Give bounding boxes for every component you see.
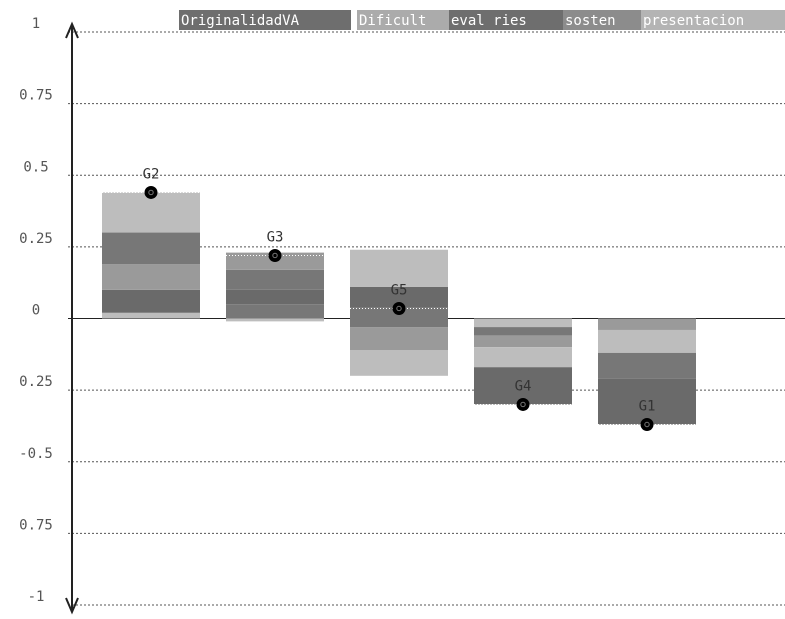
legend-label: eval ries xyxy=(451,13,527,29)
bar-segment xyxy=(350,249,448,287)
score-point-ring xyxy=(148,189,154,196)
bar-segment xyxy=(226,318,324,322)
bar-segment xyxy=(474,335,572,348)
group-label: G4 xyxy=(515,378,532,394)
legend-swatch xyxy=(641,10,785,30)
legend-swatch xyxy=(449,10,567,30)
y-tick-label: 1 xyxy=(32,16,40,32)
bar-segment xyxy=(474,347,572,368)
group-label: G5 xyxy=(391,282,408,298)
bar-segment xyxy=(598,318,696,330)
bar-segment xyxy=(598,352,696,379)
bar-segment xyxy=(102,289,200,313)
score-point xyxy=(392,301,406,315)
bar-segment xyxy=(102,312,200,319)
legend-swatch xyxy=(357,10,453,30)
bar-segment xyxy=(598,329,696,353)
bar-segment xyxy=(350,327,448,351)
bar-segment xyxy=(102,264,200,290)
score-point xyxy=(516,397,530,411)
y-axis-arrow-down xyxy=(65,597,79,615)
group-label: G3 xyxy=(267,229,284,245)
bar-segment xyxy=(598,378,696,425)
legend-label: sosten xyxy=(565,13,616,29)
axis-layer: 1 0.75 0.5 0.25 0 0.25 -0.5 0.75 -1 xyxy=(19,16,79,615)
score-point xyxy=(640,418,654,432)
legend-label: OriginalidadVA xyxy=(181,13,300,29)
score-point-ring xyxy=(644,421,650,428)
bar-segment xyxy=(474,318,572,328)
legend-swatch xyxy=(563,10,645,30)
bar-segment xyxy=(102,192,200,233)
y-tick-label: 0.25 xyxy=(19,374,53,390)
score-point xyxy=(268,248,282,262)
y-tick-label: 0 xyxy=(32,303,40,319)
score-point-ring xyxy=(396,305,402,312)
bar-segment xyxy=(102,232,200,265)
bar-segment xyxy=(226,304,324,319)
score-point-ring xyxy=(520,401,526,408)
bar-segment xyxy=(350,307,448,328)
points-layer: G2 G3 G5 G4 G1 xyxy=(102,166,696,432)
legend-swatch xyxy=(179,10,351,30)
group-label: G1 xyxy=(639,399,656,415)
score-point xyxy=(144,185,158,199)
bars-layer xyxy=(102,192,696,425)
bar-segment xyxy=(350,286,448,308)
y-tick-label: 0.5 xyxy=(23,159,48,175)
score-point-ring xyxy=(272,252,278,259)
group-label: G2 xyxy=(143,166,160,182)
legend-label: presentacion xyxy=(643,13,744,29)
bar-segment xyxy=(350,350,448,376)
y-tick-label: 0.25 xyxy=(19,231,53,247)
legend: OriginalidadVA Dificult eval ries sosten pre… xyxy=(179,10,785,30)
y-tick-label: -0.5 xyxy=(19,446,53,462)
y-axis-arrow-up xyxy=(65,21,79,39)
bar-segment xyxy=(226,289,324,305)
y-tick-label: 0.75 xyxy=(19,88,53,104)
y-tick-label: -1 xyxy=(28,589,45,605)
y-tick-label: 0.75 xyxy=(19,517,53,533)
bar-segment xyxy=(226,269,324,290)
bar-segment xyxy=(474,327,572,336)
legend-label: Dificult xyxy=(359,13,426,29)
